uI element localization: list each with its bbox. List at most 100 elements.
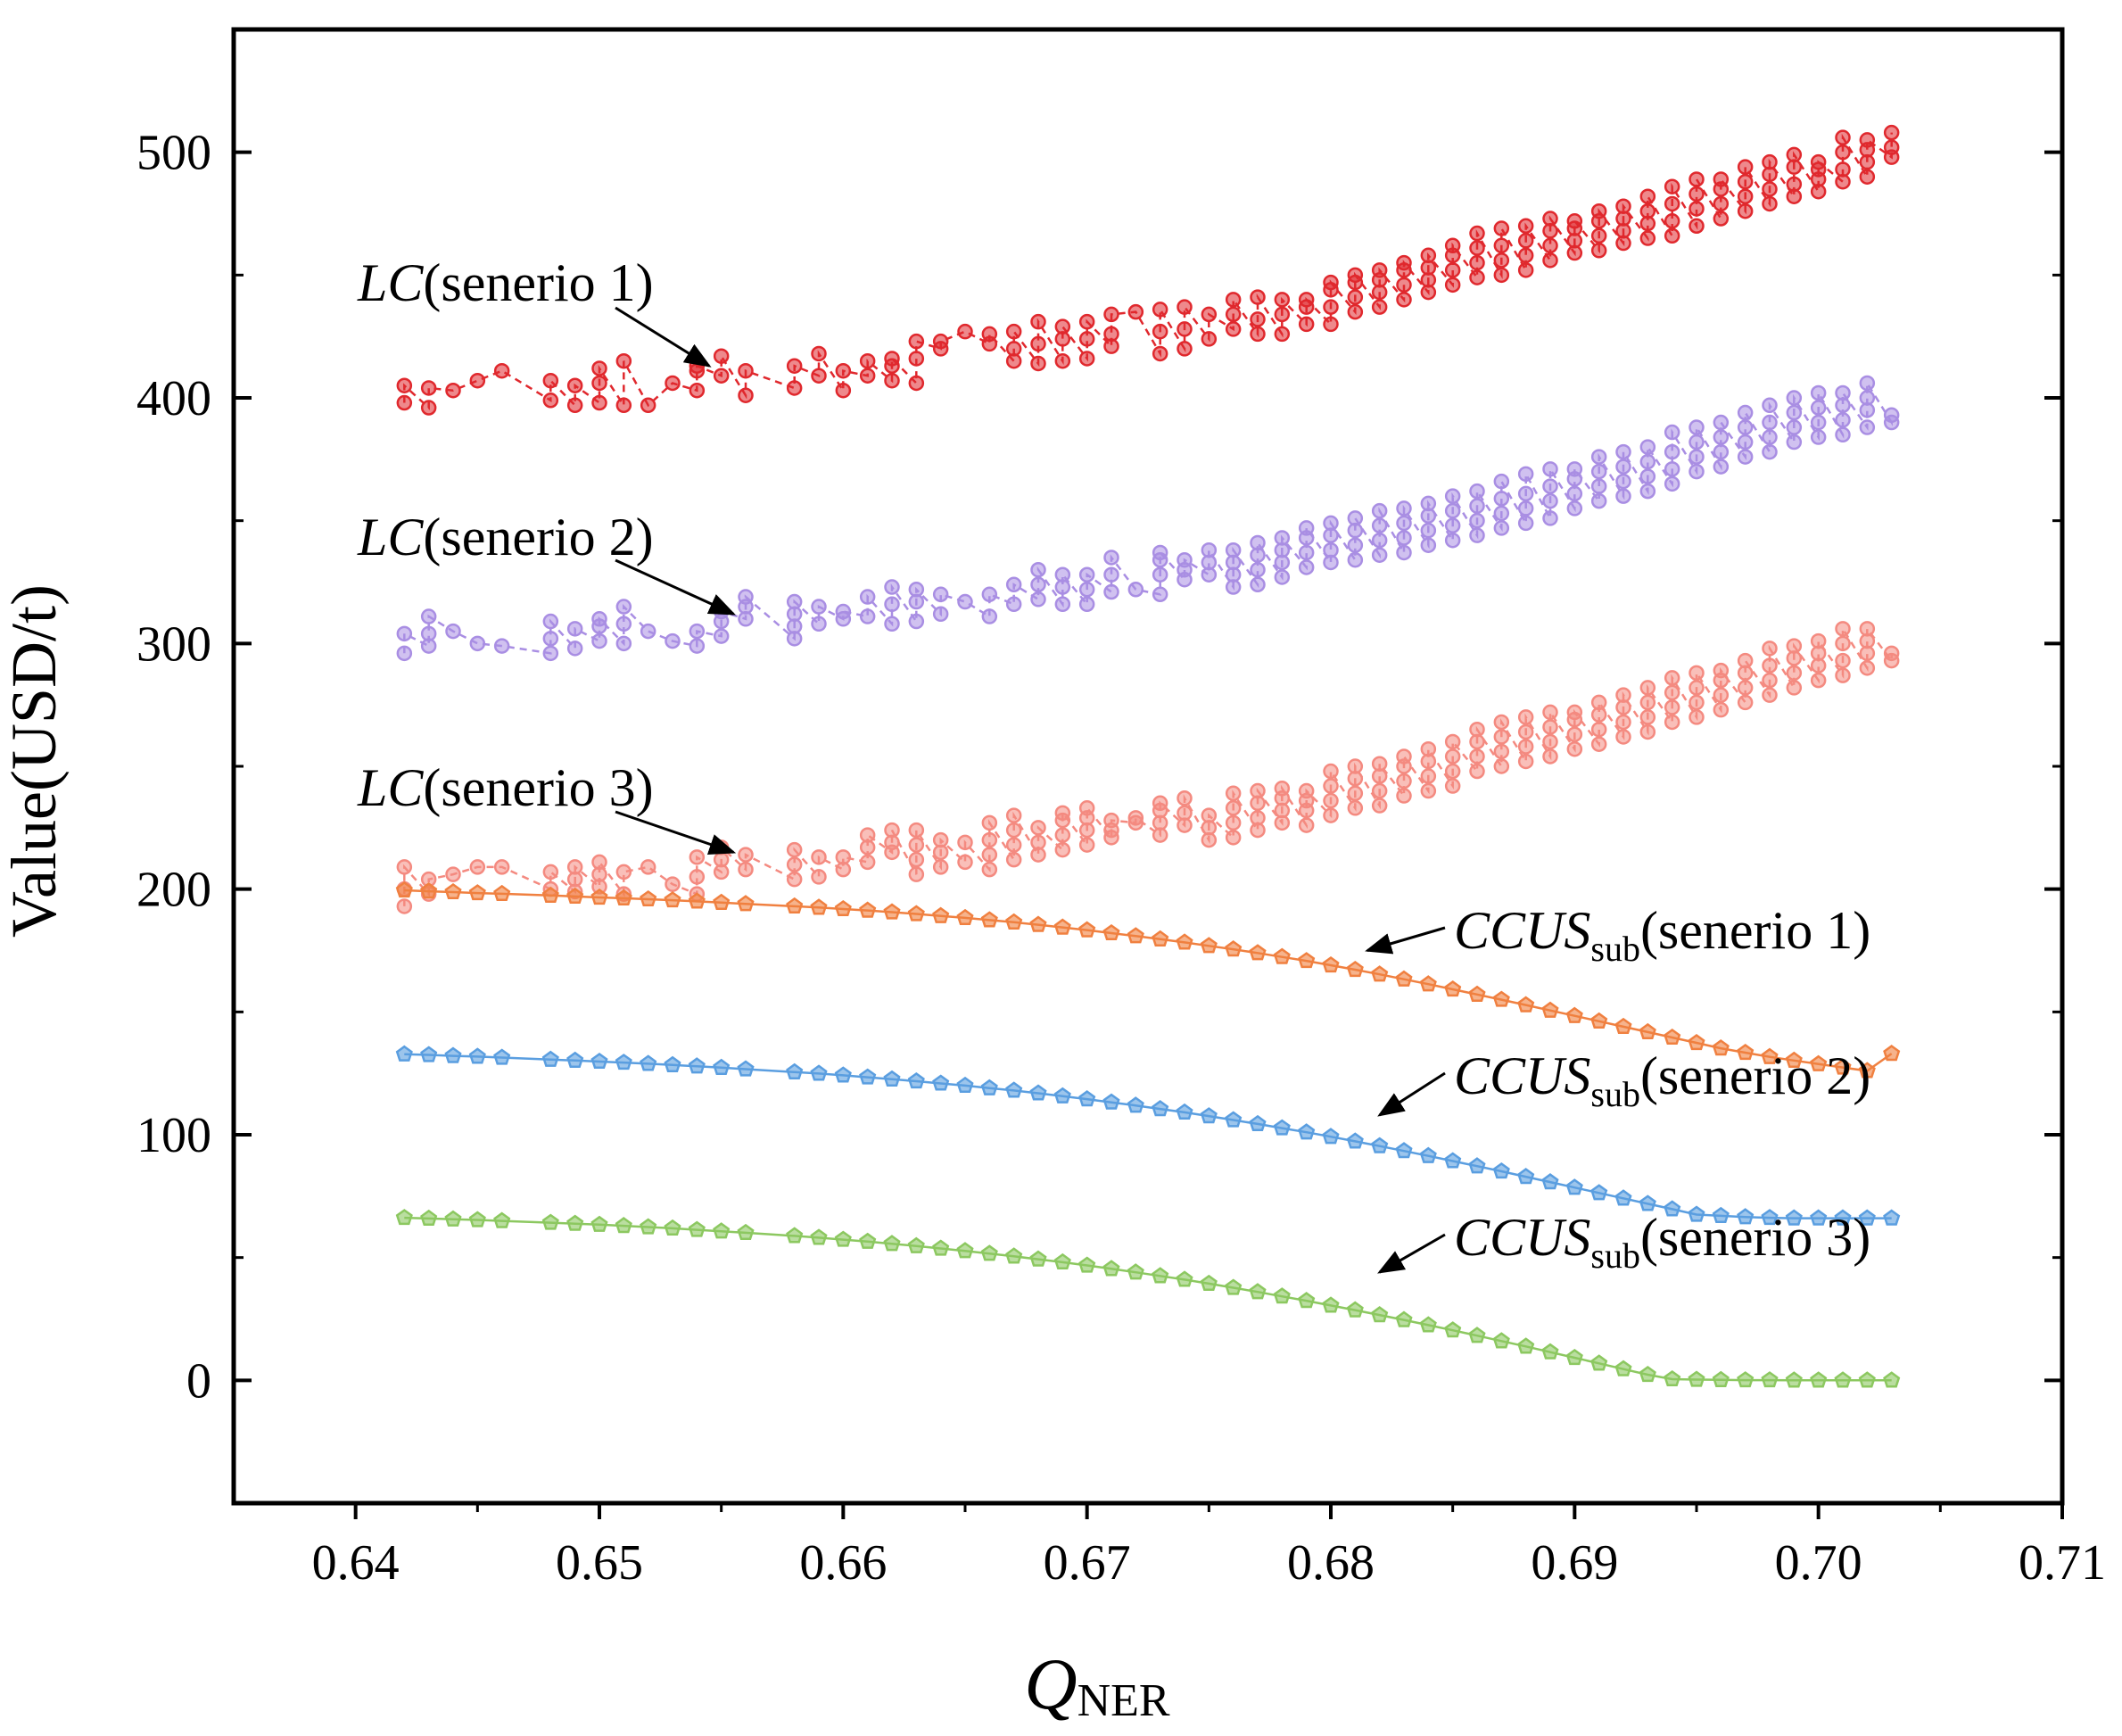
series-4 (395, 880, 1901, 1079)
data-point (1590, 1354, 1608, 1371)
data-point (1590, 1184, 1608, 1201)
data-point (1225, 541, 1242, 558)
x-axis-title-sub: NER (1078, 1675, 1170, 1726)
data-point (688, 1220, 706, 1237)
data-point (1371, 756, 1388, 772)
data-point (469, 372, 486, 389)
data-point (1689, 434, 1705, 451)
data-point (1859, 375, 1876, 392)
data-point (1078, 921, 1096, 938)
data-point (981, 326, 998, 343)
data-point (1396, 530, 1412, 546)
data-point (1102, 1260, 1120, 1277)
data-point (1054, 827, 1071, 843)
data-point (420, 380, 437, 396)
data-point (1469, 748, 1485, 765)
data-point (1053, 918, 1071, 935)
data-point (1761, 1209, 1779, 1226)
data-point (1542, 252, 1558, 269)
data-point (1883, 1045, 1901, 1062)
data-point (1664, 714, 1680, 731)
data-point (493, 638, 510, 654)
data-point (688, 892, 706, 909)
data-point (1005, 837, 1022, 853)
data-point (1250, 534, 1266, 551)
data-point (1152, 323, 1168, 340)
data-point (1785, 1051, 1803, 1068)
data-point (445, 382, 461, 399)
data-point (1371, 502, 1388, 519)
data-point (835, 603, 852, 620)
data-point (1566, 704, 1583, 721)
data-point (1054, 352, 1071, 369)
data-point (1615, 687, 1631, 703)
data-point (737, 1060, 755, 1077)
data-point (395, 880, 413, 898)
data-point (1493, 729, 1510, 745)
data-point (1127, 1096, 1144, 1113)
data-point (1517, 1337, 1535, 1354)
data-point (1152, 345, 1168, 362)
data-point (1346, 960, 1364, 978)
data-point (1250, 326, 1266, 343)
x-tick-label: 0.71 (2019, 1535, 2106, 1591)
data-point (908, 613, 925, 630)
data-point (1590, 449, 1607, 465)
data-point (1371, 547, 1388, 563)
data-point (1689, 665, 1705, 682)
data-point (1298, 316, 1315, 333)
data-point (1639, 468, 1656, 484)
data-point (1005, 1081, 1023, 1098)
data-point (1152, 586, 1168, 603)
ann-lc2: LC(senerio 2) (357, 508, 737, 616)
data-point (1542, 492, 1558, 509)
data-point (1054, 596, 1071, 613)
data-point (1249, 1114, 1267, 1132)
data-point (1517, 723, 1534, 740)
data-point (1371, 299, 1388, 315)
data-point (1713, 459, 1730, 475)
data-point (786, 593, 803, 610)
data-point (1469, 527, 1485, 543)
data-point (1444, 277, 1461, 293)
data-point (493, 884, 511, 902)
data-point (1664, 424, 1680, 441)
data-point (1030, 591, 1046, 608)
x-tick-label: 0.67 (1044, 1535, 1131, 1591)
data-point (468, 1047, 486, 1064)
data-point (1493, 473, 1510, 490)
data-point (932, 333, 949, 350)
data-point (786, 841, 803, 858)
data-point (884, 579, 900, 595)
annotation-arrow (615, 810, 737, 855)
data-point (738, 387, 754, 403)
data-point (908, 851, 925, 868)
data-point (1469, 269, 1485, 285)
data-point (420, 625, 437, 642)
data-point (1323, 274, 1339, 291)
data-point (1615, 459, 1631, 475)
data-point (615, 616, 632, 632)
data-point (566, 887, 584, 905)
data-point (737, 1223, 755, 1240)
data-point (835, 849, 852, 865)
data-point (1493, 237, 1510, 254)
data-point (1713, 429, 1730, 445)
data-point (1786, 404, 1803, 421)
data-point (1761, 1047, 1779, 1064)
data-point (1517, 515, 1534, 532)
x-axis-title-main: Q (1024, 1643, 1077, 1724)
data-point (1200, 1107, 1218, 1124)
data-point (566, 377, 583, 393)
data-point (1689, 171, 1705, 187)
data-point (395, 1045, 413, 1062)
data-point (1762, 443, 1778, 460)
data-point (1615, 729, 1631, 745)
data-point (1323, 541, 1339, 558)
data-point (1323, 299, 1339, 315)
data-point (1786, 146, 1803, 163)
data-point (1542, 478, 1558, 494)
data-point (493, 1211, 511, 1228)
data-point (1590, 1012, 1608, 1029)
data-point (1883, 124, 1900, 141)
